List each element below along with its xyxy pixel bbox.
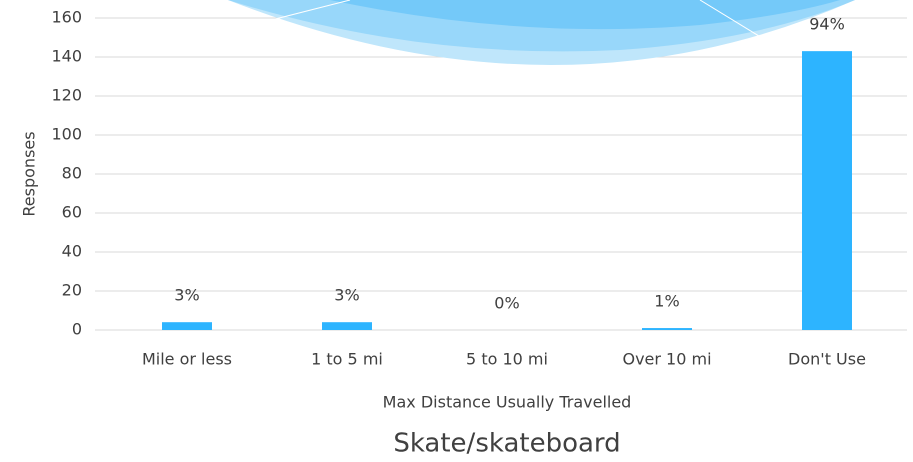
y-tick-label: 100 [51,125,82,144]
x-axis-label: Max Distance Usually Travelled [383,393,632,412]
y-tick-label: 20 [62,281,82,300]
bar [162,322,212,330]
x-tick-label: Over 10 mi [622,350,711,369]
y-tick-label: 60 [62,203,82,222]
y-tick-label: 160 [51,8,82,27]
bar [642,328,692,330]
x-tick-label: 1 to 5 mi [311,350,383,369]
decoration [228,0,855,65]
y-axis-label: Responses [20,131,39,216]
y-tick-label: 140 [51,47,82,66]
bar [322,322,372,330]
x-tick-label: Don't Use [788,350,866,369]
y-tick-label: 0 [72,320,82,339]
data-label: 0% [494,294,519,313]
bar [802,51,852,331]
data-label: 1% [654,292,679,311]
data-label: 3% [334,286,359,305]
x-tick-label: Mile or less [142,350,232,369]
x-tick-label: 5 to 10 mi [466,350,548,369]
y-tick-label: 80 [62,164,82,183]
data-label: 94% [809,15,845,34]
y-tick-label: 120 [51,86,82,105]
data-label: 3% [174,286,199,305]
y-tick-label: 40 [62,242,82,261]
chart-title: Skate/skateboard [393,429,620,459]
